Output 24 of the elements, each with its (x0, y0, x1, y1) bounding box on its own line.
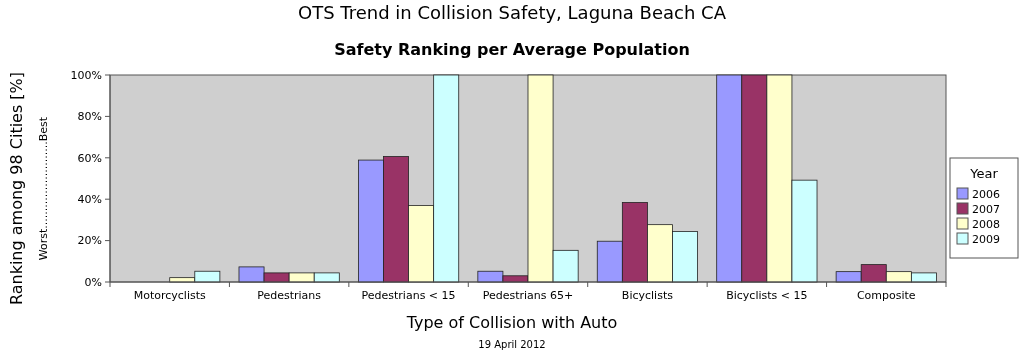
legend-label: 2009 (972, 233, 1000, 246)
x-tick-label: Bicyclists < 15 (726, 289, 808, 302)
x-tick-label: Motorcyclists (133, 289, 206, 302)
y-axis-title: Ranking among 98 Cities [%] (7, 71, 26, 306)
x-axis-title: Type of Collision with Auto (405, 313, 618, 332)
y-tick-label: 60% (77, 151, 102, 165)
chart-title: OTS Trend in Collision Safety, Laguna Beach CA (298, 2, 727, 23)
legend-label: 2006 (972, 188, 1000, 201)
x-tick-label: Bicyclists (621, 289, 674, 302)
x-tick-label: Pedestrians < 15 (361, 289, 456, 302)
y-tick-label: 100% (70, 68, 102, 82)
legend-label: 2007 (972, 203, 1000, 216)
text: 19 April 2012 (478, 339, 546, 350)
legend-title: Year (969, 166, 999, 181)
x-tick-label: Composite (856, 289, 916, 302)
x-tick-label: Pedestrians 65+ (482, 289, 574, 302)
y-tick-label: 0% (84, 275, 102, 289)
y-tick-label: 20% (77, 234, 102, 248)
y-tick-label: 40% (77, 193, 102, 207)
y-tick-label: 80% (77, 110, 102, 124)
chart-subtitle: Safety Ranking per Average Population (334, 40, 690, 59)
text: Worst.........................Best (37, 116, 50, 261)
x-tick-label: Pedestrians (257, 289, 322, 302)
legend-label: 2008 (972, 218, 1000, 231)
